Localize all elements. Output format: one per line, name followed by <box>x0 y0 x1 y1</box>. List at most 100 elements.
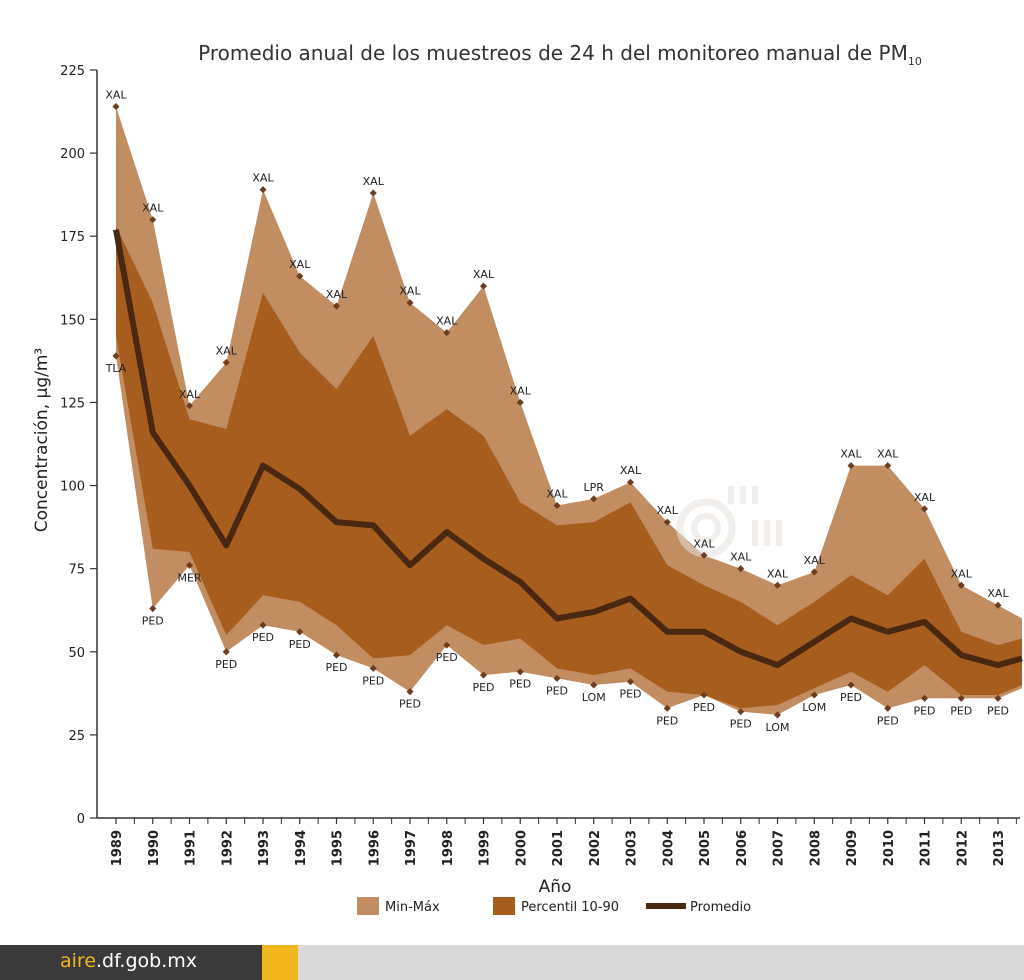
min-station-label: PED <box>325 661 347 674</box>
x-tick-label: 2000 <box>514 830 529 866</box>
max-marker <box>626 478 635 486</box>
max-station-label: XAL <box>473 268 495 281</box>
min-station-label: PED <box>142 615 164 628</box>
x-tick-label: 1993 <box>257 830 272 866</box>
max-station-label: XAL <box>363 175 385 188</box>
watermark-bar <box>740 486 746 504</box>
chart-svg: XAL XAL XAL XAL XAL XAL XAL XAL XAL XAL XAL XAL XAL L… <box>32 41 1023 915</box>
min-marker <box>884 704 892 712</box>
min-marker <box>847 681 855 689</box>
max-station-label: XAL <box>877 448 899 461</box>
max-station-label: XAL <box>289 258 311 271</box>
min-marker <box>149 605 157 613</box>
x-tick-label: 1997 <box>404 830 419 866</box>
x-tick-label: 2002 <box>588 830 603 866</box>
min-station-label: PED <box>840 691 862 704</box>
min-station-label: PED <box>877 714 899 727</box>
y-tick-label: 100 <box>60 480 85 495</box>
x-tick-label: 1992 <box>220 830 235 866</box>
max-station-label: XAL <box>657 504 679 517</box>
y-tick-label: 200 <box>60 147 85 162</box>
max-marker <box>810 568 818 576</box>
min-station-label: PED <box>215 658 237 671</box>
max-marker <box>185 402 194 410</box>
footer-bar: aire.df.gob.mx <box>0 945 1024 980</box>
max-station-label: XAL <box>804 554 826 567</box>
y-axis-label: Concentración, µg/m³ <box>32 348 52 532</box>
max-markers: XAL XAL XAL XAL XAL XAL XAL XAL XAL XAL XAL XAL XAL L… <box>105 89 1009 609</box>
x-tick-label: 2007 <box>772 830 787 866</box>
x-tick-label: 2004 <box>661 830 676 866</box>
min-station-label: PED <box>399 698 421 711</box>
max-marker <box>920 505 929 513</box>
legend-label: Min-Máx <box>385 900 440 915</box>
x-tick-label: 2011 <box>919 830 934 866</box>
x-tick-label: 2008 <box>808 830 823 866</box>
y-tick-label: 50 <box>68 646 85 661</box>
max-marker <box>149 216 157 224</box>
min-station-label: PED <box>289 638 311 651</box>
max-station-label: XAL <box>951 567 973 580</box>
min-station-label: LOM <box>802 701 826 714</box>
min-station-label: PED <box>987 704 1009 717</box>
mean-series-line <box>113 229 1023 669</box>
x-tick-label: 1994 <box>294 830 309 866</box>
footer-accent <box>262 945 298 980</box>
x-tick-label: 2003 <box>625 830 640 866</box>
max-station-label: XAL <box>693 537 715 550</box>
max-marker <box>516 398 524 406</box>
legend-swatch <box>357 897 379 915</box>
max-marker <box>296 272 304 280</box>
footer-url-domain: .df.gob.mx <box>96 950 197 972</box>
x-tick-label: 1995 <box>331 830 346 866</box>
legend: Min-Máx Percentil 10-90 Promedio <box>357 897 751 915</box>
min-marker <box>516 668 524 676</box>
max-station-label: XAL <box>840 448 862 461</box>
chart-title-subscript: 10 <box>908 55 922 68</box>
max-marker <box>222 359 230 367</box>
min-marker <box>700 691 708 699</box>
max-marker <box>479 282 488 290</box>
max-station-label: XAL <box>252 172 274 185</box>
min-station-label: PED <box>950 704 972 717</box>
min-station-label: LOM <box>582 691 606 704</box>
min-station-label: TLA <box>105 362 127 375</box>
min-marker <box>222 648 230 656</box>
percentile-band-10-90 <box>116 226 1022 709</box>
min-station-label: PED <box>436 651 458 664</box>
max-marker <box>406 299 414 307</box>
min-marker <box>112 352 120 360</box>
x-tick-label: 1990 <box>147 830 162 866</box>
max-station-label: XAL <box>987 587 1009 600</box>
max-marker <box>884 462 892 470</box>
y-tick-label: 125 <box>60 396 85 411</box>
y-tick-label: 150 <box>60 313 85 328</box>
max-marker <box>773 581 782 589</box>
chart-title-main: Promedio anual de los muestreos de 24 h … <box>198 41 908 65</box>
min-station-label: PED <box>362 674 384 687</box>
max-marker <box>259 186 267 194</box>
watermark-bar <box>752 486 758 504</box>
min-marker <box>553 674 561 682</box>
min-markers: TLA PED MER PED PED PED PED PED PED PED PED PED PED L… <box>105 352 1009 734</box>
y-tick-label: 0 <box>77 812 85 827</box>
min-station-label: PED <box>472 681 494 694</box>
min-marker <box>663 704 671 712</box>
y-tick-label: 25 <box>68 729 85 744</box>
min-station-label: PED <box>252 631 274 644</box>
watermark-spiral-inner <box>691 513 721 543</box>
x-tick-label: 1996 <box>367 830 382 866</box>
min-station-label: PED <box>730 718 752 731</box>
min-marker <box>443 641 451 649</box>
min-marker <box>479 671 488 679</box>
min-marker <box>590 681 598 689</box>
max-station-label: XAL <box>436 315 458 328</box>
max-marker <box>443 329 451 337</box>
legend-swatch <box>493 897 515 915</box>
y-tick-label: 75 <box>68 563 85 578</box>
watermark-bar <box>752 520 758 546</box>
max-station-label: XAL <box>142 202 164 215</box>
max-station-label: XAL <box>510 384 532 397</box>
max-station-label: XAL <box>216 345 238 358</box>
footer-url[interactable]: aire.df.gob.mx <box>60 950 197 972</box>
